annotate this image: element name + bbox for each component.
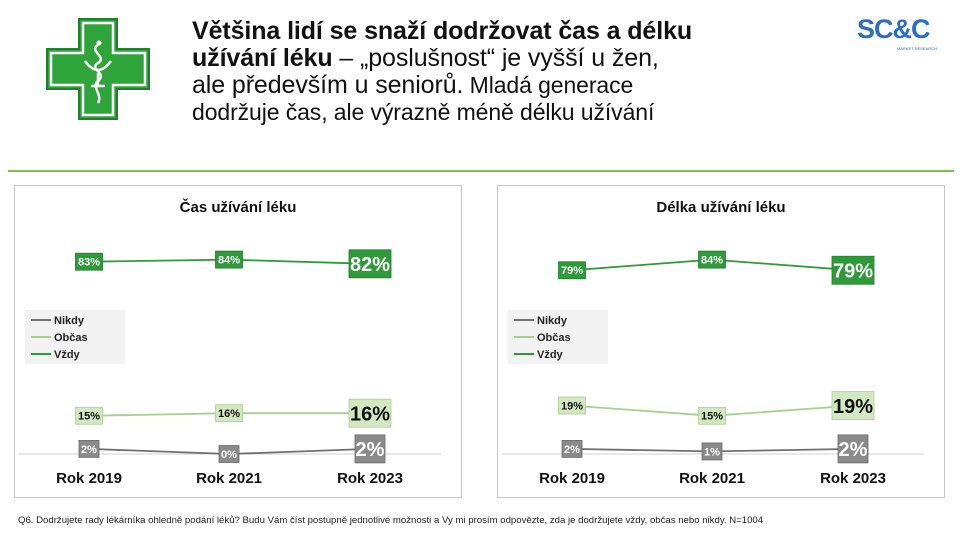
data-label: 83% [78, 257, 100, 269]
brand-logo: SC&C MARKET RESEARCH [857, 14, 937, 52]
title-rest-2: – „poslušnost“ je vyšší u žen, [332, 44, 659, 72]
title-line-4: dodržuje čas, ale výrazně méně délku uží… [192, 99, 655, 125]
data-label-box [831, 391, 875, 420]
data-label-box [78, 439, 100, 458]
legend-label: Vždy [537, 349, 564, 361]
chart-cas-uzivani: Čas užívání léku Rok 2019 Rok 2021 Rok 2023… [19, 198, 441, 487]
chart-title-cas: Čas užívání léku [180, 198, 297, 216]
data-label-box [698, 250, 726, 269]
data-label-box [558, 396, 586, 415]
data-label-box [215, 250, 243, 269]
x-tick-label: Rok 2021 [679, 470, 745, 487]
x-tick-label: Rok 2023 [337, 470, 403, 487]
data-label-box [218, 445, 240, 463]
data-label: 15% [701, 411, 723, 423]
title-bold-2: užívání léku [192, 44, 333, 72]
x-tick-label: Rok 2023 [820, 470, 886, 487]
legend: Nikdy Občas Vždy [25, 310, 125, 364]
data-label-box [215, 404, 243, 423]
data-label: 1% [704, 446, 720, 458]
data-label-box [348, 249, 392, 279]
data-label: 84% [701, 255, 723, 267]
x-tick-label: Rok 2021 [196, 470, 262, 487]
data-label: 16% [218, 408, 240, 420]
legend-label: Nikdy [54, 315, 85, 327]
chart-title-delka: Délka užívání léku [656, 199, 785, 216]
brand-name: SC&C [857, 14, 931, 44]
data-label: 15% [78, 411, 100, 423]
data-label-box [75, 252, 103, 271]
legend-label: Vždy [54, 349, 81, 361]
data-label: 16% [350, 403, 390, 425]
data-label-box [837, 434, 869, 464]
data-label: 2% [564, 444, 580, 456]
title-line-3b: Mladá generace [463, 72, 634, 98]
pharmacy-cross-icon [46, 18, 150, 120]
data-label: 84% [218, 255, 240, 267]
data-label: 82% [350, 254, 390, 276]
x-tick-label: Rok 2019 [56, 470, 122, 487]
data-label-box [561, 439, 583, 458]
data-label: 2% [839, 439, 868, 461]
brand-tagline: MARKET RESEARCH [897, 46, 937, 51]
data-label-box [831, 255, 875, 285]
data-label: 2% [81, 444, 97, 456]
legend-label: Nikdy [537, 315, 568, 327]
data-label: 0% [221, 449, 237, 461]
data-label: 79% [833, 260, 873, 282]
data-label-box [698, 406, 726, 425]
chart-panel-cas: Čas užívání léku Rok 2019 Rok 2021 Rok 2023… [14, 185, 462, 498]
data-label-box [558, 261, 586, 280]
data-label: 79% [561, 265, 583, 277]
data-label-box [354, 434, 386, 464]
chart-delka-uzivani: Délka užívání léku Rok 2019 Rok 2021 Rok 20… [502, 199, 924, 487]
legend: Nikdy Občas Vždy [508, 310, 608, 364]
x-tick-label: Rok 2019 [539, 470, 605, 487]
legend-label: Občas [54, 332, 88, 344]
footnote: Q6. Dodržujete rady lékárníka ohledně po… [18, 515, 764, 526]
data-label: 19% [833, 396, 873, 418]
title-line-3a: ale především u seniorů. [192, 71, 464, 99]
page-title: Většina lidí se snaží dodržovat čas a dé… [192, 18, 852, 126]
data-label-box [75, 406, 103, 425]
data-label: 19% [561, 401, 583, 413]
data-label-box [348, 398, 392, 428]
header-divider [8, 170, 954, 172]
data-label-box [701, 442, 723, 461]
legend-label: Občas [537, 332, 571, 344]
chart-panel-delka: Délka užívání léku Rok 2019 Rok 2021 Rok 20… [497, 185, 945, 498]
title-bold-1: Většina lidí se snaží dodržovat čas a dé… [192, 17, 693, 45]
data-label: 2% [356, 439, 385, 461]
